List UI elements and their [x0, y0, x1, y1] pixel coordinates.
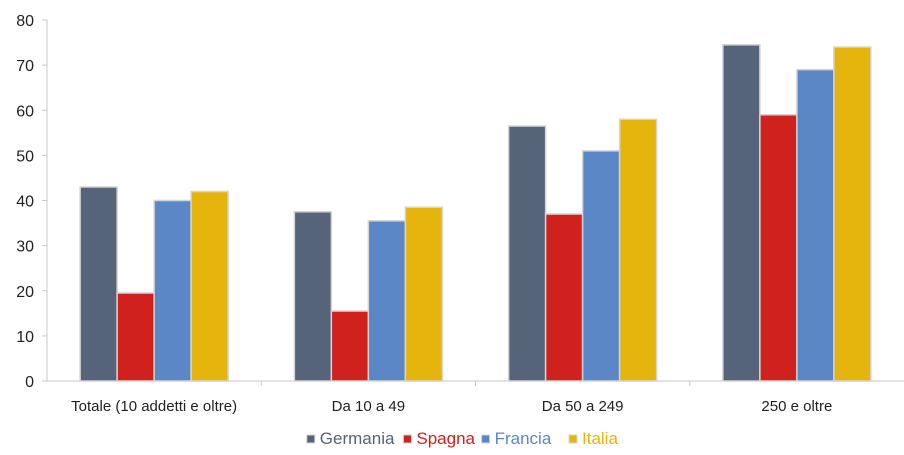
bar-italia-2	[618, 118, 658, 382]
bar-francia-3	[796, 68, 835, 382]
y-tick-label: 0	[25, 374, 34, 391]
bar-spagna-0	[116, 292, 155, 382]
x-category-label: 250 e oltre	[761, 398, 832, 415]
x-category-label: Da 10 a 49	[332, 398, 405, 415]
bar-francia-2	[581, 150, 621, 382]
y-tick-label: 50	[16, 148, 34, 165]
legend-item-francia: Francia	[481, 429, 552, 448]
bar-spagna-1	[330, 310, 370, 382]
bar-spagna-3	[759, 114, 798, 382]
bars	[79, 44, 872, 382]
x-category-label: Totale (10 addetti e oltre)	[71, 398, 237, 415]
bar-spagna-2	[544, 213, 584, 382]
bar-italia-0	[190, 190, 229, 382]
y-tick-label: 20	[16, 284, 34, 301]
y-tick-label: 60	[16, 103, 34, 120]
y-tick-label: 80	[16, 13, 34, 30]
bar-italia-1	[404, 206, 444, 382]
legend-swatch	[481, 434, 491, 444]
legend-label: Italia	[582, 429, 618, 448]
y-tick-label: 10	[16, 329, 34, 346]
legend-item-italia: Italia	[568, 429, 618, 448]
x-category-label: Da 50 a 249	[542, 398, 624, 415]
legend-swatch	[306, 434, 316, 444]
bar-germania-0	[79, 186, 118, 382]
legend-swatch	[402, 434, 412, 444]
bar-italia-3	[833, 46, 872, 382]
x-axis: Totale (10 addetti e oltre) Da 10 a 49 Da …	[47, 380, 904, 415]
legend-label: Germania	[320, 429, 395, 448]
bar-germania-1	[293, 211, 333, 382]
bar-francia-0	[153, 199, 192, 382]
y-axis: 0 10 20 30 40 50 60 70 80	[16, 13, 48, 391]
legend-label: Spagna	[416, 429, 475, 448]
bar-germania-3	[722, 44, 761, 382]
legend: Germania Spagna Francia Italia	[306, 429, 618, 448]
bar-germania-2	[507, 125, 547, 382]
legend-item-spagna: Spagna	[402, 429, 476, 448]
legend-swatch	[568, 434, 578, 444]
y-tick-label: 40	[16, 194, 34, 211]
legend-label: Francia	[495, 429, 552, 448]
y-tick-label: 30	[16, 239, 34, 256]
y-tick-label: 70	[16, 58, 34, 75]
bar-francia-1	[367, 220, 407, 382]
legend-item-germania: Germania	[306, 429, 395, 448]
